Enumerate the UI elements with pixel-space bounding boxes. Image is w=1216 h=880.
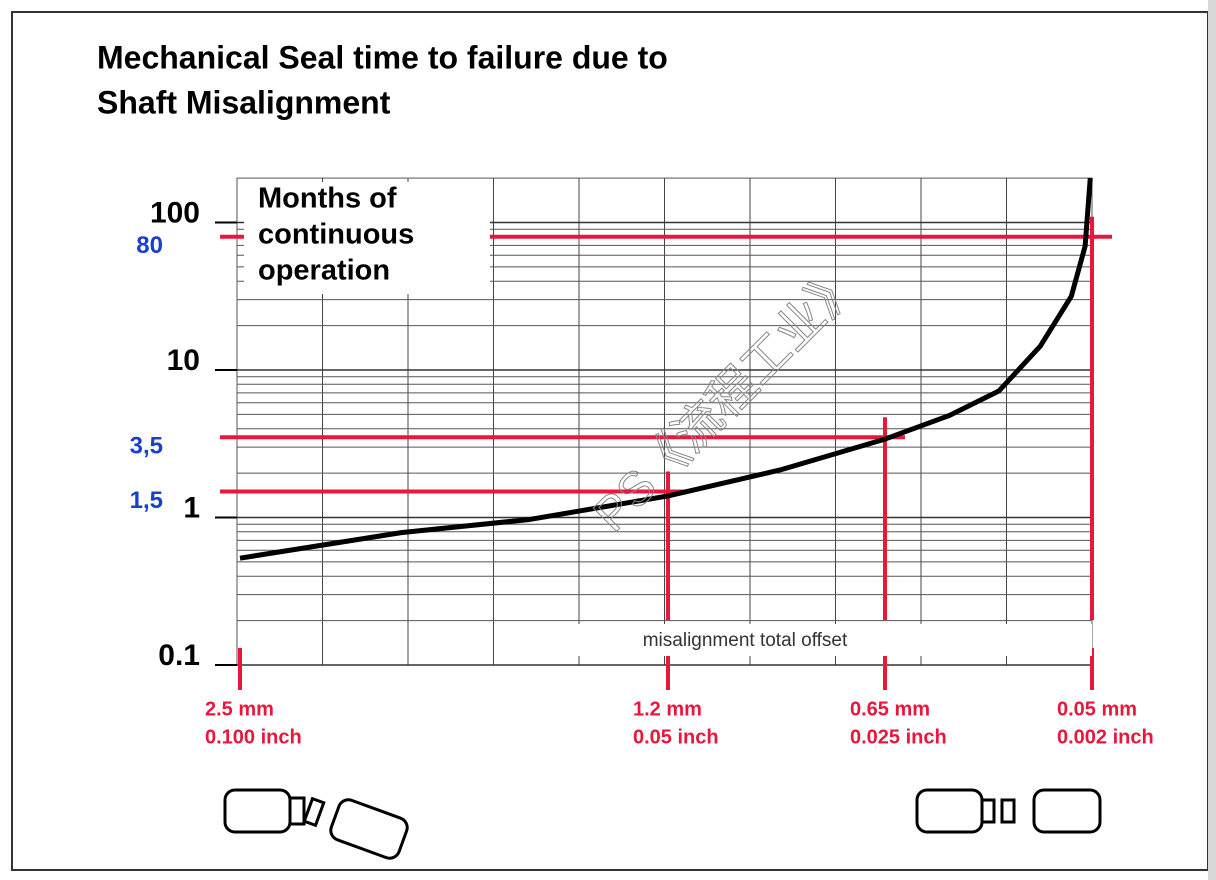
coupling [1002,800,1014,822]
y-axis-label: continuous [258,219,414,251]
x-tick-label: 2.5 mm [205,698,274,720]
reference-label: 80 [136,232,163,259]
x-tick-label: 0.05 mm [1057,698,1137,720]
coupling [982,800,994,822]
y-tick-label: 1 [183,491,200,524]
x-tick-label: 1.2 mm [633,698,702,720]
chart: Mechanical Seal time to failure due to S… [0,0,1216,880]
x-tick-label: 0.65 mm [850,698,930,720]
motor [1034,790,1100,832]
x-tick-label: 0.002 inch [1057,726,1154,748]
coupling [290,798,304,824]
frame [12,12,1208,870]
page: Mechanical Seal time to failure due to S… [0,0,1216,880]
x-tick-label: 0.025 inch [850,726,947,748]
chart-title: Mechanical Seal time to failure due to [97,39,668,75]
reference-label: 1,5 [130,487,163,514]
x-axis-label: misalignment total offset [643,630,848,651]
chart-title: Shaft Misalignment [97,84,391,120]
x-tick-label: 0.05 inch [633,726,719,748]
y-tick-label: 100 [150,196,200,229]
reference-label: 3,5 [130,433,163,460]
y-axis-label: operation [258,255,390,287]
y-tick-label: 0.1 [158,639,200,672]
x-tick-label: 0.100 inch [205,726,302,748]
y-axis-label: Months of [258,183,397,215]
y-tick-label: 10 [167,344,200,377]
edge [1208,0,1216,880]
motor [917,790,982,832]
motor [225,790,290,832]
